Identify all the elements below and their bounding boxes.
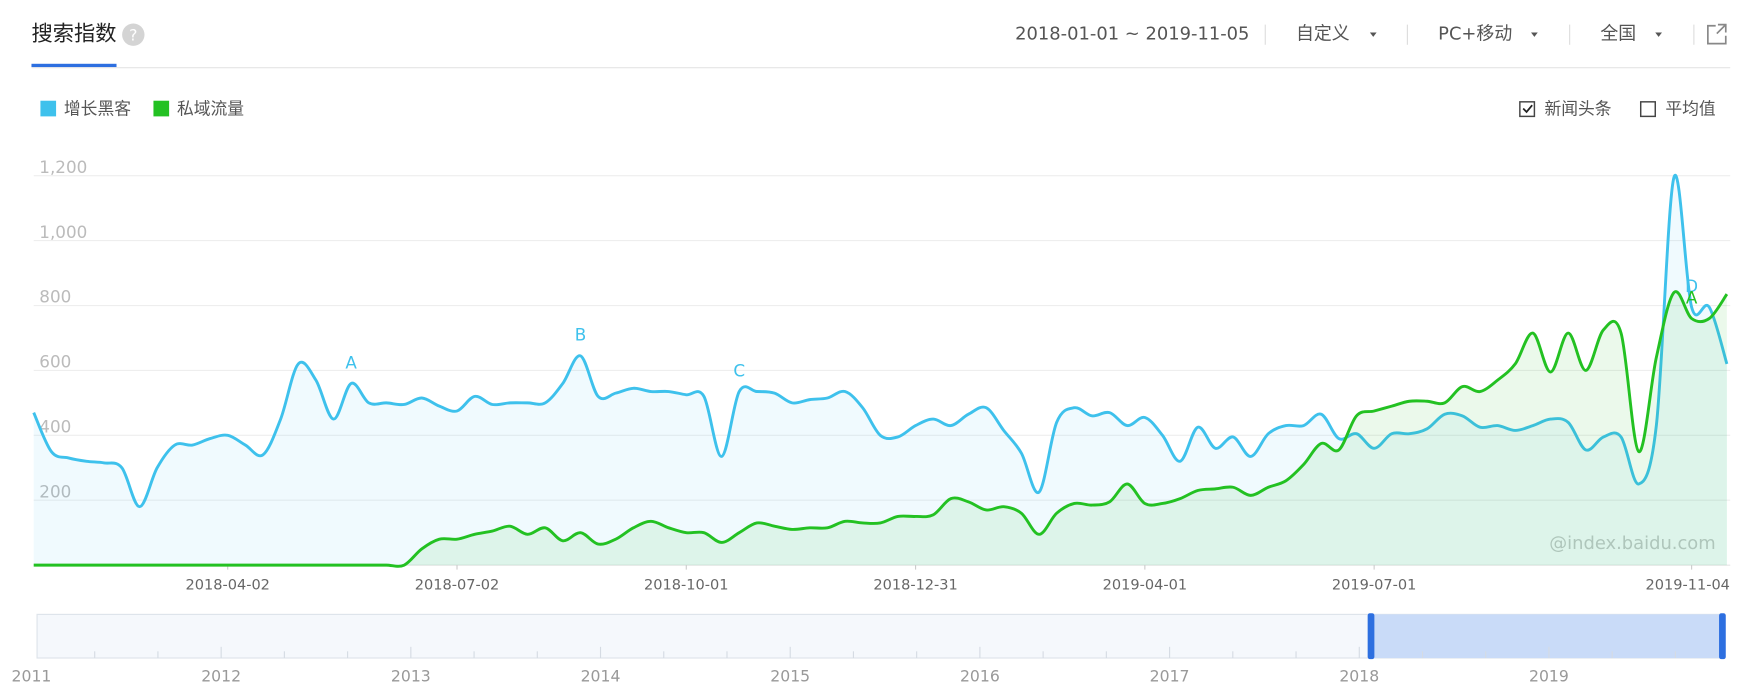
legend-label[interactable]: 私域流量 (177, 99, 244, 119)
option-label[interactable]: 新闻头条 (1544, 99, 1611, 119)
series-line (32, 173, 1729, 509)
option-label[interactable]: 平均值 (1665, 99, 1716, 119)
x-tick-label: 2019-07-01 (1332, 577, 1416, 593)
date-range[interactable]: 2018-01-01 ~ 2019-11-05 (1015, 24, 1249, 45)
navigator-year: 2014 (581, 667, 621, 686)
separator (1264, 24, 1266, 45)
y-tick-label: 200 (39, 481, 71, 501)
navigator-year: 2011 (12, 667, 52, 686)
help-icon[interactable] (122, 23, 145, 46)
legend-swatch[interactable] (153, 100, 170, 117)
separator (1569, 24, 1571, 45)
navigator: 2011 2012 2013 2014 2015 2016 2017 2018 2019 (12, 613, 1726, 686)
header: 搜索指数 ? 2018-01-01 ~ 2019-11-05 自定义 PC+移动… (31, 22, 1731, 69)
dropdown-arrow (1655, 32, 1662, 37)
device-select[interactable]: PC+移动 (1438, 24, 1512, 45)
export-icon[interactable] (1707, 23, 1727, 45)
annotation-label: D (1685, 276, 1698, 296)
annotation-label: A (1686, 287, 1698, 307)
annotation-label: C (733, 360, 745, 380)
legend-label[interactable]: 增长黑客 (64, 99, 131, 119)
x-tick-label: 2018-04-02 (185, 577, 269, 593)
series-line (33, 290, 1729, 568)
y-tick-label: 400 (39, 416, 71, 436)
watermark: @index.baidu.com (1549, 533, 1715, 554)
y-tick-label: 800 (39, 287, 71, 307)
checkbox[interactable] (1519, 101, 1536, 118)
dropdown-arrow (1369, 32, 1377, 37)
header-divider (31, 67, 1731, 69)
x-tick-label: 2018-12-31 (873, 577, 957, 593)
annotation-label: B (575, 325, 587, 345)
area-fill (33, 175, 1727, 566)
navigator-year: 2017 (1150, 667, 1190, 686)
navigator-year: 2018 (1339, 667, 1379, 686)
period-select[interactable]: 自定义 (1296, 24, 1350, 45)
checkbox[interactable] (1639, 101, 1656, 118)
navigator-year: 2019 (1529, 667, 1569, 686)
navigator-year: 2016 (960, 667, 1000, 686)
tab-title[interactable]: 搜索指数 (31, 22, 116, 47)
navigator-year: 2015 (770, 667, 810, 686)
x-tick-label: 2018-10-01 (644, 577, 728, 593)
x-tick-label: 2019-04-01 (1103, 577, 1187, 593)
navigator-handle[interactable] (1719, 613, 1726, 660)
legend-swatch[interactable] (40, 100, 57, 117)
area-fill (33, 291, 1727, 567)
y-tick-label: 600 (39, 352, 71, 372)
region-select[interactable]: 全国 (1600, 24, 1636, 45)
x-tick-label: 2019-11-04 (1645, 577, 1729, 593)
navigator-selection[interactable] (1371, 614, 1723, 659)
help-mark: ? (129, 25, 137, 44)
separator (1406, 24, 1408, 45)
check-mark (1522, 104, 1533, 114)
separator (1693, 24, 1695, 45)
x-tick-label: 2018-07-02 (415, 577, 499, 593)
annotation-label: A (345, 352, 357, 372)
navigator-year: 2012 (201, 667, 241, 686)
dropdown-arrow (1531, 32, 1538, 37)
y-tick-label: 1,000 (39, 222, 87, 242)
tab-underline (31, 63, 117, 68)
navigator-handle[interactable] (1367, 613, 1375, 660)
navigator-year: 2013 (391, 667, 431, 686)
y-tick-label: 1,200 (39, 157, 87, 177)
